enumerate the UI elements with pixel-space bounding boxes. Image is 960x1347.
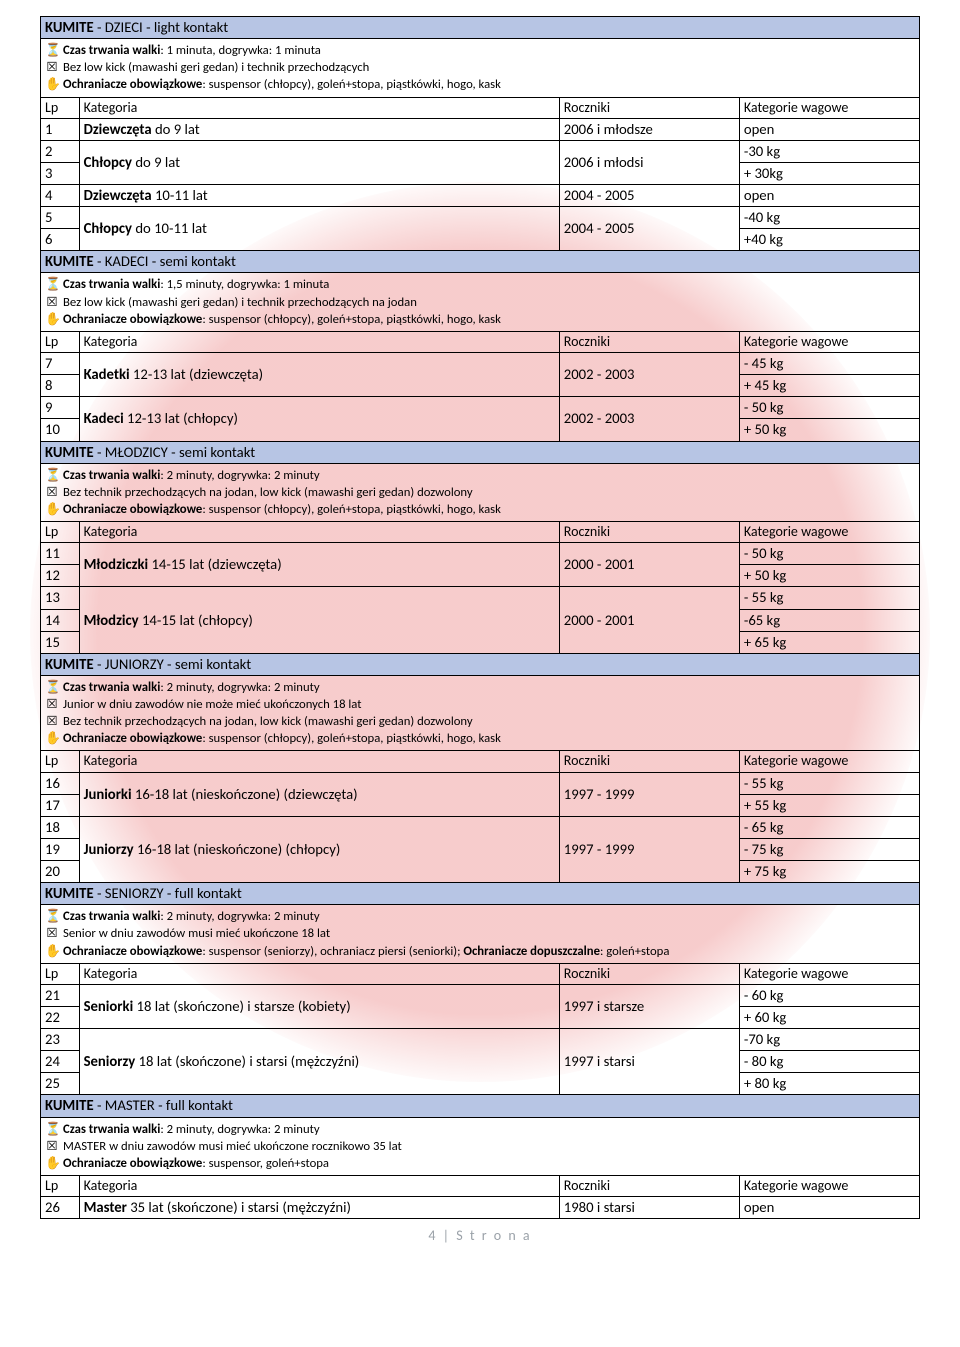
table-row: 2Chłopcy do 9 lat2006 i młodsi-30 kg — [41, 140, 920, 162]
table-row: 21Seniorki 18 lat (skończone) i starsze … — [41, 984, 920, 1006]
section-title: KUMITE - MASTER - full kontakt — [41, 1095, 920, 1117]
section-notes: ⏳Czas trwania walki: 2 minuty, dogrywka:… — [41, 675, 920, 751]
section-notes: ⏳Czas trwania walki: 2 minuty, dogrywka:… — [41, 905, 920, 963]
table-row: 26Master 35 lat (skończone) i starsi (mę… — [41, 1197, 920, 1219]
column-header: LpKategoriaRocznikiKategorie wagowe — [41, 751, 920, 772]
table-row: 5Chłopcy do 10-11 lat2004 - 2005-40 kg — [41, 207, 920, 229]
page-footer: 4 | S t r o n a — [40, 1227, 920, 1244]
column-header: LpKategoriaRocznikiKategorie wagowe — [41, 1176, 920, 1197]
section-title: KUMITE - KADECI - semi kontakt — [41, 251, 920, 273]
section-title: KUMITE - JUNIORZY - semi kontakt — [41, 653, 920, 675]
table-row: 16Juniorki 16-18 lat (nieskończone) (dzi… — [41, 772, 920, 794]
section-notes: ⏳Czas trwania walki: 1,5 minuty, dogrywk… — [41, 273, 920, 331]
table-row: 11Młodziczki 14-15 lat (dziewczęta)2000 … — [41, 543, 920, 565]
table-row: 4Dziewczęta 10-11 lat2004 - 2005open — [41, 185, 920, 207]
table-row: 1Dziewczęta do 9 lat2006 i młodszeopen — [41, 118, 920, 140]
table-row: 7Kadetki 12-13 lat (dziewczęta)2002 - 20… — [41, 353, 920, 375]
competition-table: KUMITE - DZIECI - light kontakt⏳Czas trw… — [40, 16, 920, 1219]
table-row: 23Seniorzy 18 lat (skończone) i starsi (… — [41, 1029, 920, 1051]
section-notes: ⏳Czas trwania walki: 2 minuty, dogrywka:… — [41, 463, 920, 521]
section-title: KUMITE - SENIORZY - full kontakt — [41, 883, 920, 905]
column-header: LpKategoriaRocznikiKategorie wagowe — [41, 331, 920, 352]
table-row: 18Juniorzy 16-18 lat (nieskończone) (chł… — [41, 816, 920, 838]
section-notes: ⏳Czas trwania walki: 2 minuty, dogrywka:… — [41, 1117, 920, 1175]
section-title: KUMITE - MŁODZICY - semi kontakt — [41, 441, 920, 463]
section-title: KUMITE - DZIECI - light kontakt — [41, 17, 920, 39]
table-row: 13Młodzicy 14-15 lat (chłopcy)2000 - 200… — [41, 587, 920, 609]
table-row: 9Kadeci 12-13 lat (chłopcy)2002 - 2003- … — [41, 397, 920, 419]
section-notes: ⏳Czas trwania walki: 1 minuta, dogrywka:… — [41, 39, 920, 97]
column-header: LpKategoriaRocznikiKategorie wagowe — [41, 97, 920, 118]
column-header: LpKategoriaRocznikiKategorie wagowe — [41, 963, 920, 984]
column-header: LpKategoriaRocznikiKategorie wagowe — [41, 522, 920, 543]
